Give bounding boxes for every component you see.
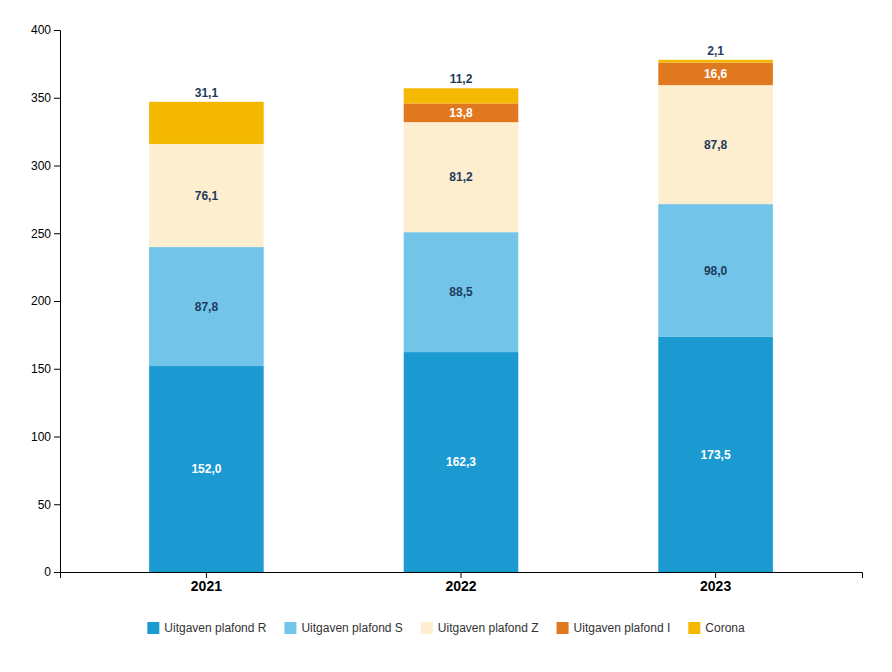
- data-label: 31,1: [195, 86, 219, 100]
- y-tick-mark: [54, 98, 60, 99]
- chart-container: 0 50 100 150 200 250 300 350 400 2021 2022 2023 152,…: [0, 0, 892, 672]
- y-tick-mark: [54, 437, 60, 438]
- bar-segment: [658, 60, 773, 63]
- legend-label: Uitgaven plafond R: [164, 621, 266, 635]
- bar-segment: [404, 88, 519, 103]
- bar-segment: [149, 247, 264, 366]
- data-label: 11,2: [450, 72, 473, 86]
- y-tick-label: 350: [31, 91, 51, 105]
- data-label: 76,1: [195, 189, 219, 203]
- data-label: 152,0: [191, 462, 221, 476]
- data-label: 87,8: [704, 138, 728, 152]
- y-tick-label: 150: [31, 362, 51, 376]
- y-tick-mark: [54, 233, 60, 234]
- y-tick-mark: [54, 504, 60, 505]
- data-label: 98,0: [704, 264, 728, 278]
- x-tick: 2021: [191, 572, 222, 594]
- y-tick-mark: [54, 572, 60, 573]
- data-label: 2,1: [707, 44, 724, 58]
- y-tick: 100: [31, 430, 60, 444]
- series-group: [404, 63, 773, 122]
- legend-label: Uitgaven plafond Z: [438, 621, 539, 635]
- bars: [149, 60, 773, 572]
- data-label: 173,5: [701, 448, 731, 462]
- series-group: [149, 85, 773, 247]
- bar-segment: [658, 63, 773, 85]
- y-tick-label: 50: [38, 498, 52, 512]
- x-tick: 2023: [700, 572, 731, 594]
- data-label: 16,6: [704, 67, 728, 81]
- y-tick: 300: [31, 159, 60, 173]
- chart-svg: 0 50 100 150 200 250 300 350 400 2021 2022 2023 152,…: [0, 0, 892, 672]
- bar-segment: [149, 144, 264, 247]
- data-label: 13,8: [449, 106, 473, 120]
- legend-swatch: [284, 622, 296, 634]
- legend-label: Corona: [705, 621, 745, 635]
- bar-segment: [658, 337, 773, 572]
- legend-swatch: [147, 622, 159, 634]
- legend: Uitgaven plafond R Uitgaven plafond S Uitg…: [147, 621, 745, 635]
- data-label: 88,5: [449, 285, 473, 299]
- bar-segment: [149, 366, 264, 572]
- bar-segment: [404, 232, 519, 352]
- bar-segment: [404, 103, 519, 122]
- y-axis: 0 50 100 150 200 250 300 350 400: [31, 23, 61, 579]
- data-labels: 152,0 162,3 173,5 87,8 88,5 98,0 76,1 81,2 87,8 1…: [191, 44, 731, 476]
- y-tick: 400: [31, 23, 60, 37]
- y-tick-label: 250: [31, 227, 51, 241]
- y-tick-label: 100: [31, 430, 51, 444]
- legend-label: Uitgaven plafond S: [301, 621, 402, 635]
- y-axis-line: [54, 31, 61, 573]
- y-tick: 50: [38, 498, 60, 512]
- legend-swatch: [688, 622, 700, 634]
- data-label: 162,3: [446, 455, 476, 469]
- bar-segment: [149, 102, 264, 144]
- legend-label: Uitgaven plafond I: [574, 621, 671, 635]
- y-tick: 0: [44, 565, 60, 579]
- legend-item: Corona: [688, 621, 745, 635]
- y-tick-label: 400: [31, 23, 51, 37]
- legend-swatch: [557, 622, 569, 634]
- legend-item: Uitgaven plafond R: [147, 621, 266, 635]
- plot-area: 0 50 100 150 200 250 300 350 400 2021 2022 2023 152,…: [31, 23, 863, 594]
- bar-segment: [658, 85, 773, 204]
- bar-segment: [658, 204, 773, 337]
- legend-swatch: [421, 622, 433, 634]
- x-tick-label: 2022: [445, 578, 476, 594]
- y-tick: 350: [31, 91, 60, 105]
- legend-item: Uitgaven plafond I: [557, 621, 671, 635]
- data-label: 81,2: [449, 170, 473, 184]
- y-tick-label: 300: [31, 159, 51, 173]
- legend-item: Uitgaven plafond S: [284, 621, 402, 635]
- y-tick-mark: [54, 166, 60, 167]
- x-axis: 2021 2022 2023: [61, 572, 863, 594]
- y-tick: 250: [31, 227, 60, 241]
- x-tick: 2022: [445, 572, 476, 594]
- x-tick-label: 2021: [191, 578, 222, 594]
- y-tick-mark: [54, 369, 60, 370]
- y-tick-mark: [54, 30, 60, 31]
- y-tick: 150: [31, 362, 60, 376]
- bar-segment: [404, 122, 519, 232]
- series-group: [149, 337, 773, 572]
- series-group: [149, 60, 773, 144]
- y-tick-label: 0: [44, 565, 51, 579]
- legend-item: Uitgaven plafond Z: [421, 621, 539, 635]
- x-tick-label: 2023: [700, 578, 731, 594]
- y-tick-mark: [54, 301, 60, 302]
- data-label: 87,8: [195, 300, 219, 314]
- y-tick: 200: [31, 294, 60, 308]
- bar-segment: [404, 352, 519, 572]
- y-tick-label: 200: [31, 294, 51, 308]
